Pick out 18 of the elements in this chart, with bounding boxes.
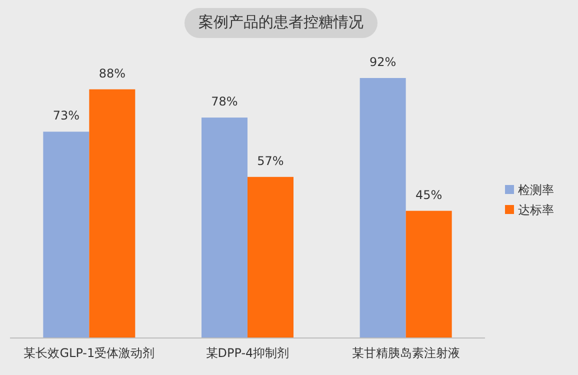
bar	[248, 176, 294, 338]
chart-title: 案例产品的患者控糖情况	[198, 13, 364, 31]
data-label: 78%	[211, 94, 238, 109]
data-label: 73%	[52, 108, 80, 123]
bar	[43, 132, 90, 338]
bar	[202, 118, 248, 338]
legend-label: 检测率	[518, 183, 554, 197]
x-tick-label: 某DPP-4抑制剂	[206, 346, 290, 360]
data-label: 88%	[98, 66, 126, 80]
bar	[89, 89, 136, 338]
bar	[406, 210, 452, 338]
x-tick-label: 某长效GLP-1受体激动剂	[24, 346, 155, 360]
data-label: 45%	[415, 188, 442, 202]
data-label: 57%	[257, 154, 284, 168]
x-tick-label: 某甘精胰岛素注射液	[352, 346, 460, 360]
data-label: 92%	[369, 55, 396, 69]
bar	[360, 78, 406, 338]
legend-label: 达标率	[518, 203, 554, 217]
